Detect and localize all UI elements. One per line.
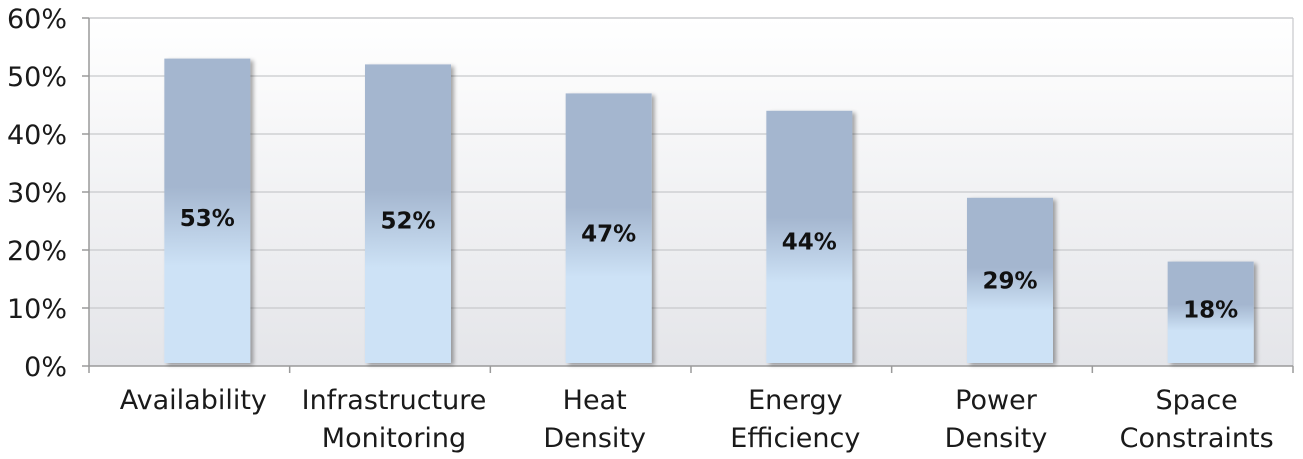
category-label: Space Constraints bbox=[1120, 385, 1274, 454]
y-tick-label: 10% bbox=[7, 294, 67, 325]
data-label: 53% bbox=[180, 206, 235, 232]
category-label: Heat Density bbox=[543, 385, 646, 454]
data-label: 44% bbox=[782, 230, 837, 256]
x-axis: Availability Infrastructure Monitoring Heat… bbox=[88, 365, 1294, 454]
bar bbox=[164, 58, 251, 363]
y-tick-label: 50% bbox=[7, 62, 67, 93]
grid-lines bbox=[89, 17, 1294, 366]
bar bbox=[365, 64, 451, 364]
category-label: Availability bbox=[120, 385, 267, 416]
data-label: 29% bbox=[982, 269, 1037, 295]
y-tick-label: 60% bbox=[7, 4, 67, 35]
y-tick-label: 20% bbox=[7, 236, 67, 267]
data-labels: 53% 52% 47% 44% 29% 18% bbox=[180, 206, 1238, 323]
category-label: Energy Efficiency bbox=[730, 385, 860, 454]
category-label: Infrastructure Monitoring bbox=[302, 385, 487, 454]
bar bbox=[766, 110, 853, 363]
bar bbox=[1167, 261, 1254, 363]
data-label: 47% bbox=[581, 222, 636, 248]
bar bbox=[565, 93, 652, 364]
y-tick-label: 0% bbox=[24, 352, 67, 383]
data-label: 52% bbox=[380, 209, 435, 235]
y-tick-label: 40% bbox=[7, 120, 67, 151]
bar bbox=[967, 197, 1053, 363]
data-label: 18% bbox=[1183, 297, 1238, 323]
category-label: Power Density bbox=[945, 385, 1048, 454]
y-axis: 0% 10% 20% 30% 40% 50% 60% bbox=[7, 4, 90, 383]
y-tick-label: 30% bbox=[7, 178, 67, 209]
bars bbox=[164, 58, 1254, 364]
